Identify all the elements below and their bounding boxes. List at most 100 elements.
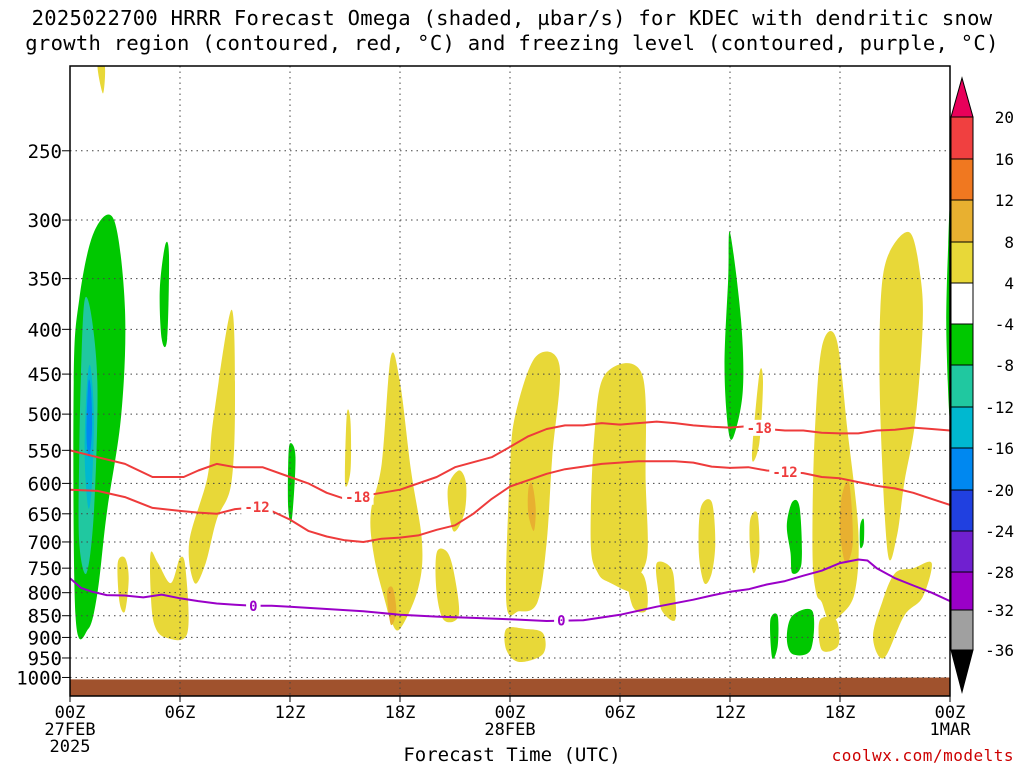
contour-freezing-level [70,558,950,622]
omega-region-positive [752,368,763,462]
colorbar-label: -32 [985,601,1014,620]
omega-region-positive [97,66,106,94]
contour-temperature [70,420,950,500]
colorbar-swatch [950,609,974,651]
chart-title-line-2: growth region (contoured, red, °C) and f… [25,31,999,55]
omega-region-positive [872,561,932,659]
x-tick-label: 12Z [275,703,306,723]
source-credit: coolwx.com/modelts [831,746,1014,765]
colorbar-label: 4 [1004,274,1014,293]
colorbar-swatch [950,158,974,201]
colorbar-label: 12 [995,191,1014,210]
colorbar-swatch [950,241,974,284]
contour-label: -12 [772,465,797,481]
omega-region-positive [447,470,467,532]
colorbar-top-arrow [950,76,974,118]
colorbar-swatch [950,406,974,449]
contour-label-bg [554,612,569,629]
y-tick-label: 1000 [16,667,62,689]
x-tick-label: 00Z [55,703,86,723]
omega-region-negative [859,518,865,549]
y-tick-label: 550 [28,440,62,462]
omega-region-positive [590,363,648,593]
omega-region-negative [786,499,802,574]
y-tick-label: 700 [28,532,62,554]
omega-region-positive [626,569,648,613]
colorbar-bottom-arrow [950,649,974,694]
colorbar-label: -12 [985,398,1014,417]
omega-region-negative [786,608,815,656]
y-tick-label: 650 [28,504,62,526]
omega-region-positive [344,409,352,487]
y-tick-label: 450 [28,364,62,386]
colorbar-label: 20 [995,108,1014,127]
omega-region-negative [724,231,744,440]
colorbar: 20 16 12 8 4 -4 -8 -12 -16 -20 -24 -28 -32 -36 [950,76,1014,694]
chart-title-line-1: 2025022700 HRRR Forecast Omega (shaded, … [31,6,993,30]
x-tick-date-label: 28FEB [484,720,535,740]
contour-label: -18 [345,490,370,506]
colorbar-swatch [950,199,974,243]
x-axis-title: Forecast Time (UTC) [403,744,621,766]
omega-shading-layer [73,66,950,663]
y-tick-label: 600 [28,473,62,495]
y-tick-label: 500 [28,404,62,426]
y-tick-label: 250 [28,141,62,163]
colorbar-swatch [950,447,974,491]
x-tick-label: 18Z [825,703,856,723]
grid-layer [70,66,950,696]
contour-label-bg [769,463,801,480]
colorbar-label: 16 [995,150,1014,169]
omega-region-accent [839,480,853,564]
omega-region-negative [946,209,950,417]
x-tick-label: 06Z [605,703,636,723]
contour-label-bg [241,499,273,516]
colorbar-label: -24 [985,522,1014,541]
contour-label-bg [246,597,261,614]
x-tick-label: 00Z [495,703,526,723]
colorbar-label: -8 [995,356,1014,375]
omega-region-accent [527,482,536,531]
x-tick-label: 06Z [165,703,196,723]
colorbar-label: -28 [985,563,1014,582]
y-tick-label: 950 [28,648,62,670]
omega-region-positive [879,231,923,561]
contour-label-bg [743,419,776,436]
x-tick-label: 18Z [385,703,416,723]
colorbar-label: 8 [1004,233,1014,252]
y-axis: 2503003504004505005506006507007508008509… [16,141,70,689]
colorbar-swatch [950,116,974,160]
omega-region-negative [86,379,93,458]
omega-region-negative [287,443,296,523]
colorbar-swatch [950,530,974,573]
contour-label: -18 [747,421,772,437]
x-tick-year-label: 2025 [50,737,91,757]
contour-label: 0 [557,614,565,630]
y-tick-label: 850 [28,606,62,628]
omega-region-positive [749,511,760,574]
omega-region-positive [370,352,423,631]
x-tick-label: 12Z [715,703,746,723]
y-tick-label: 350 [28,269,62,291]
omega-region-positive [188,309,235,584]
omega-region-positive [818,616,840,652]
colorbar-label: -16 [985,439,1014,458]
colorbar-label: -4 [995,315,1014,334]
y-tick-label: 800 [28,583,62,605]
colorbar-swatch [950,282,974,325]
colorbar-swatch [950,489,974,532]
omega-region-positive [698,499,716,585]
colorbar-label: -36 [985,641,1014,660]
omega-region-positive [504,627,546,663]
y-tick-label: 400 [28,319,62,341]
y-tick-label: 300 [28,210,62,232]
colorbar-label: -20 [985,481,1014,500]
contour-label: 0 [249,599,257,615]
omega-region-positive [435,548,460,623]
colorbar-swatch [950,364,974,408]
chart-title: 2025022700 HRRR Forecast Omega (shaded, … [0,6,1024,56]
omega-region-positive [655,561,677,621]
omega-region-negative [770,613,779,660]
